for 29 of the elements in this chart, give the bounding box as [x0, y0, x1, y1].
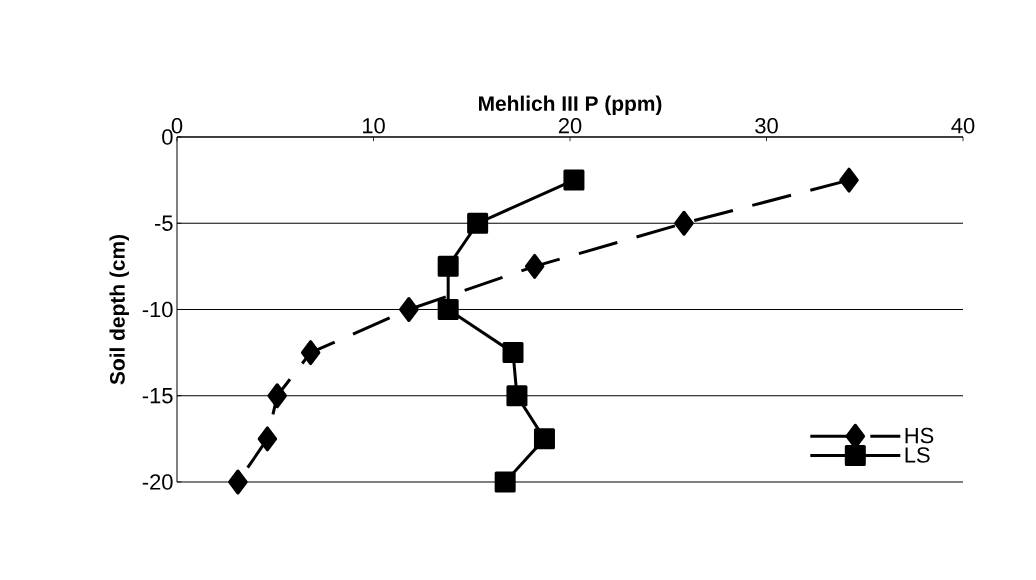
legend-label: HS — [905, 427, 934, 444]
point — [437, 299, 459, 320]
y-tick-label: -15 — [142, 388, 173, 404]
point — [533, 428, 555, 450]
point — [257, 426, 278, 452]
point — [399, 297, 419, 322]
point — [437, 255, 459, 277]
x-axis-title: Mehlich III P (ppm) — [479, 95, 662, 116]
x-tick-label: 40 — [951, 117, 975, 134]
legend-label: LS — [905, 447, 930, 463]
x-tick-label: 10 — [362, 117, 385, 134]
point — [494, 471, 516, 493]
point — [563, 169, 585, 191]
x-tick-label: 20 — [558, 117, 582, 134]
y-tick-label: -10 — [142, 301, 173, 318]
point — [506, 385, 528, 407]
point — [502, 342, 524, 364]
point — [524, 253, 545, 279]
point — [228, 469, 248, 495]
x-tick-label: 30 — [755, 117, 778, 134]
point — [839, 167, 859, 193]
y-tick-label: -5 — [154, 215, 173, 231]
point — [300, 340, 321, 366]
y-axis-title: Soil depth (cm) — [109, 235, 129, 385]
y-tick-label: 0 — [162, 129, 173, 145]
point — [467, 212, 489, 234]
point — [267, 383, 287, 409]
point — [674, 210, 694, 236]
y-tick-label: -20 — [142, 474, 173, 490]
